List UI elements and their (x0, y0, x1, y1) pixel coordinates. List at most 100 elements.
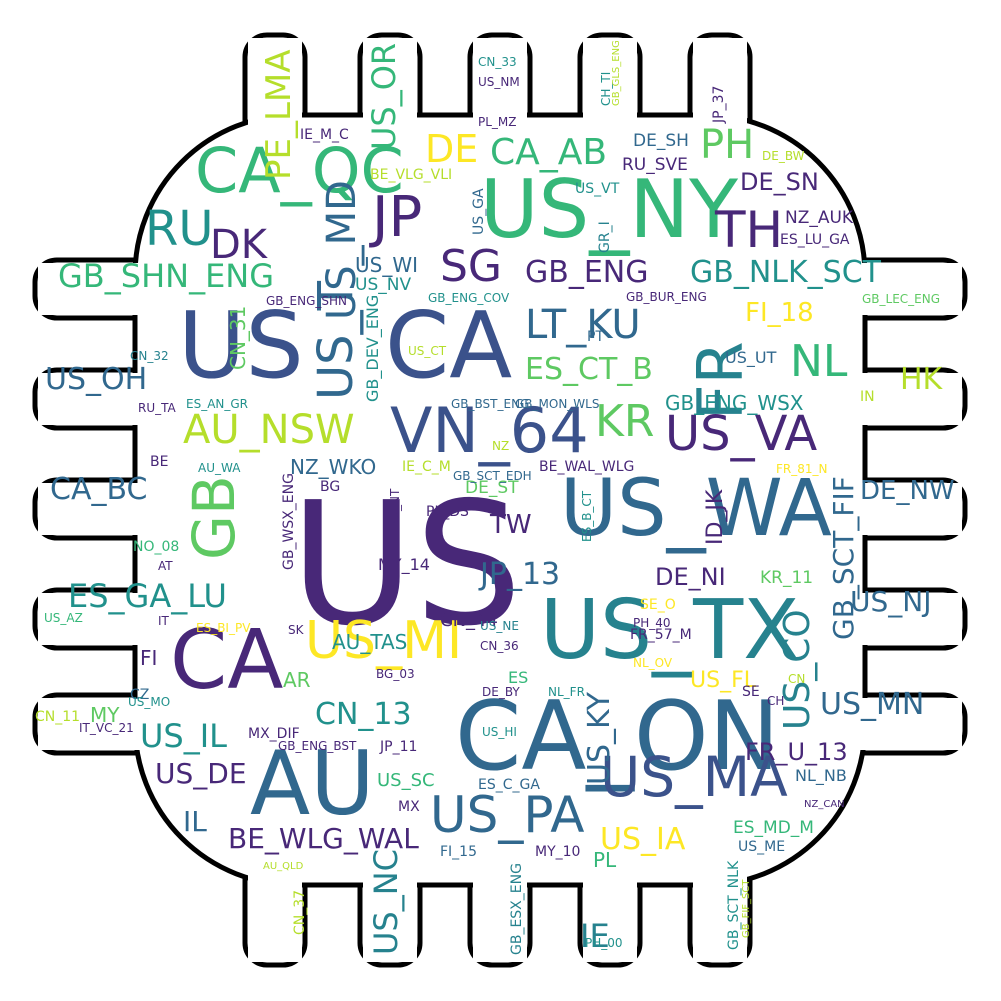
cloud-word: NL_OV (633, 656, 673, 670)
cloud-word: CA_ON (455, 682, 780, 792)
cloud-word: GB_SHN_ENG (58, 257, 275, 295)
cloud-word: US_CO (777, 609, 818, 730)
cloud-word: NZ_WKO (290, 455, 377, 479)
cloud-word: GB_BUR_ENG (626, 290, 707, 304)
cloud-word: CN_11 (35, 709, 81, 725)
cloud-word: DK (210, 222, 268, 268)
cloud-word: US_GA (471, 188, 487, 235)
cloud-word: NZ (492, 439, 510, 453)
cloud-word: DE (425, 127, 479, 171)
cloud-word: GB_ENG_SHN (266, 294, 348, 308)
cloud-word: US_NV (355, 275, 412, 295)
cloud-word: US (290, 466, 523, 664)
cloud-word: ES_AN_GR (186, 397, 249, 411)
cloud-word: RU_TA (138, 401, 176, 415)
cloud-word: JP_13 (480, 557, 561, 592)
cloud-word: GB_SCT_NLK (726, 860, 742, 950)
cloud-word: CN_32 (130, 349, 169, 363)
cloud-word: CN_13 (315, 697, 412, 732)
cloud-word: CZ (130, 687, 150, 703)
cloud-word: FR_81_N (776, 462, 828, 476)
cloud-word: IT_VC_21 (79, 721, 134, 735)
cloud-word: DE_SN (740, 168, 819, 196)
cloud-word: MY (90, 703, 120, 727)
cloud-word: US_NY (480, 163, 739, 256)
cloud-word: US_MO (128, 695, 171, 709)
cloud-word: AU_NT (388, 488, 402, 528)
cloud-word: US_WI (355, 253, 419, 277)
cloud-word: MY_10 (535, 844, 581, 860)
cloud-word: ID_JK (703, 489, 728, 545)
cloud-word: NZ_CAN (804, 799, 845, 810)
cloud-word: GB_ENG (525, 255, 649, 290)
cloud-word: GB_SCT_EDH (453, 469, 532, 483)
cloud-word: AR (283, 668, 311, 692)
cloud-word: AU (250, 732, 375, 835)
cloud-word: ES_CT_B (525, 352, 653, 387)
cloud-word: PT (587, 329, 604, 345)
cloud-word: GB_ENG_COV (428, 291, 510, 305)
cloud-word: CH (767, 694, 785, 708)
cloud-word: CN_44 (440, 610, 498, 631)
cloud-word: DE_NW (860, 476, 955, 506)
cloud-word: NZ_AUK (785, 208, 854, 228)
cloud-word: CN_33 (478, 55, 517, 69)
cloud-word: BG_03 (376, 667, 415, 681)
cloud-word: NL_NB (795, 766, 847, 785)
cloud-word: GB_NLK_SCT (690, 255, 881, 290)
cloud-word: US_MN (820, 687, 925, 722)
cloud-word: JP_37 (711, 85, 727, 123)
cloud-word: BE_WAL_WLG (539, 459, 635, 475)
cloud-word: GB_WSX_ENG (281, 473, 297, 570)
cloud-word: GB_ENG_BST (278, 739, 357, 753)
cloud-word: AU_NSW (183, 407, 355, 453)
cloud-word: US_ME (738, 839, 786, 855)
cloud-word: ES_LU_GA (780, 232, 850, 248)
cloud-word: CN_31 (226, 305, 250, 370)
cloud-word: US_FL (690, 668, 756, 693)
cloud-word: DE_NI (655, 563, 726, 591)
cloud-word: CN_36 (480, 639, 519, 653)
cloud-word: US_CT (408, 344, 447, 358)
cloud-word: NL (790, 336, 848, 387)
cloud-word: ES (508, 668, 529, 687)
cloud-word: FR_U_13 (745, 738, 848, 766)
cloud-word: CA (170, 613, 284, 708)
cloud-word: CA_BC (50, 472, 148, 507)
cloud-word: ES_BI_PV (196, 621, 251, 635)
cloud-word: US_TX (540, 583, 800, 678)
cloud-word: GB_MON_WLS (515, 397, 600, 411)
cloud-word: AU_TAS (332, 630, 408, 654)
cloud-word: US_KY (582, 692, 617, 785)
cloud-word: IT (158, 614, 169, 628)
cloud-word: HK (900, 362, 943, 397)
cloud-word: US_NJ (850, 585, 932, 618)
cloud-word: GB_FIF_SCT (741, 879, 752, 938)
cloud-word: ES_C_GA (478, 777, 540, 793)
cloud-word: JP_11 (380, 739, 418, 755)
cloud-word: SG (440, 241, 503, 292)
cloud-word: CA_QC (195, 134, 404, 207)
cloud-word: FI (140, 646, 158, 670)
cloud-word: US_VA (665, 406, 818, 462)
cloud-word: AU_WA (198, 461, 241, 475)
cloud-word: PH (700, 122, 755, 168)
cloud-word: IE_C_M (402, 459, 451, 475)
cloud-word: US_MI (305, 611, 463, 671)
cloud-word: KR_11 (760, 568, 814, 588)
cloud-word: BE_WLG_WAL (228, 822, 419, 855)
cloud-word: JP (372, 185, 423, 250)
cloud-word: MX (398, 799, 420, 815)
cloud-word: GB_DEV_ENG (363, 294, 382, 402)
cloud-word: DE_BW (762, 149, 805, 163)
cloud-word: TW (490, 510, 532, 540)
cloud-word: DE_SH (633, 131, 689, 151)
cloud-word: US_NC (367, 848, 405, 955)
cloud-word: IE_M_C (300, 127, 349, 143)
cloud-word: CN (788, 672, 806, 686)
cloud-word: PE_LMA (259, 49, 299, 180)
cloud-word: US_DE (155, 757, 247, 790)
cloud-word: US_HI (482, 725, 517, 739)
